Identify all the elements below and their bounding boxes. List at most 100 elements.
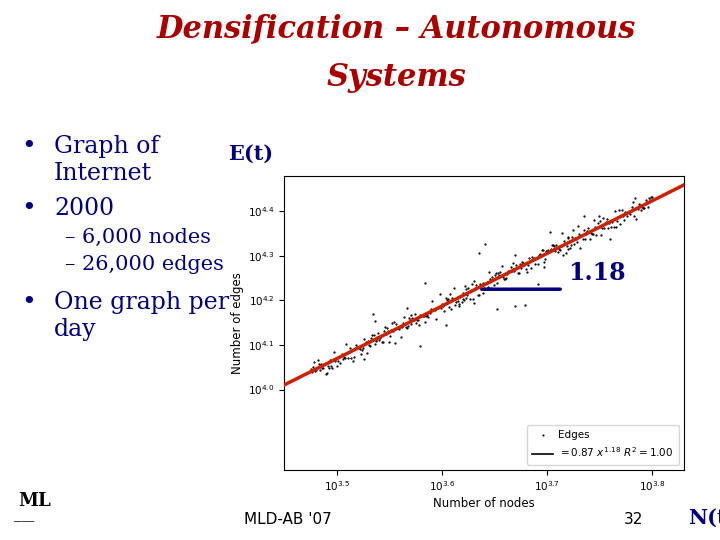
Point [554,245,566,254]
Point [646,193,657,201]
Point [392,323,403,332]
Text: •: • [22,197,36,220]
Point [582,224,594,232]
Point [339,354,351,362]
Point [481,278,492,286]
Point [506,267,518,275]
Point [440,294,451,302]
Text: – 6,000 nodes: – 6,000 nodes [65,228,211,247]
Point [522,261,534,270]
Point [473,249,485,258]
Point [557,251,569,260]
Point [547,241,559,249]
Point [349,344,361,353]
Point [524,256,536,265]
Point [499,275,510,284]
Point [405,316,416,325]
Point [452,296,464,305]
Point [430,306,441,314]
Point [423,313,434,321]
Point [602,224,613,232]
Point [568,240,580,248]
Point [615,220,626,229]
Point [578,226,590,235]
Point [446,305,457,313]
Point [508,267,520,275]
Point [625,207,636,215]
Point [419,318,431,326]
Point [531,254,543,262]
Point [378,326,390,335]
Point [395,333,407,341]
Point [545,244,557,253]
Point [454,301,465,310]
Point [546,241,557,249]
Point [551,240,562,249]
Point [549,247,561,255]
Point [346,346,358,354]
Text: ─────: ───── [13,519,35,525]
Point [488,281,500,290]
Point [454,300,465,309]
Point [338,352,350,361]
Point [483,268,495,277]
Point [383,338,395,346]
Point [402,304,413,313]
Point [364,341,376,350]
Point [450,298,462,306]
Point [567,233,578,241]
Point [366,334,377,342]
Point [408,315,419,324]
Point [512,268,523,277]
Point [409,310,420,319]
Point [313,359,325,368]
Point [576,231,588,239]
Point [593,212,605,220]
Point [405,310,417,319]
Point [594,217,606,226]
Point [562,233,574,241]
Point [530,254,541,262]
Point [461,285,472,294]
Point [624,210,635,219]
Point [557,229,568,238]
Point [472,291,483,299]
Point [498,275,510,284]
Point [393,325,405,334]
Point [312,355,323,364]
Point [413,316,424,325]
Text: Graph of: Graph of [54,135,159,158]
Point [535,249,546,258]
Point [532,260,544,268]
Point [465,286,477,295]
Point [604,235,616,244]
Point [377,338,389,346]
Point [537,246,549,254]
Point [633,200,644,209]
Point [380,330,392,339]
Text: 32: 32 [624,511,643,526]
Point [468,276,480,285]
Point [314,365,325,374]
Point [335,359,346,367]
Point [516,258,528,266]
Point [370,336,382,345]
Point [459,282,471,291]
Point [308,357,320,366]
Point [315,359,327,368]
Point [503,267,514,275]
Point [441,321,452,330]
Point [588,216,600,225]
Point [627,198,639,206]
Point [391,320,402,329]
Point [458,296,469,305]
Point [336,350,347,359]
Y-axis label: Number of edges: Number of edges [231,272,244,374]
Point [407,314,418,322]
Point [444,290,456,299]
Point [331,362,343,370]
Point [642,202,654,211]
Point [463,284,474,293]
Point [563,238,575,246]
Point [319,359,330,368]
